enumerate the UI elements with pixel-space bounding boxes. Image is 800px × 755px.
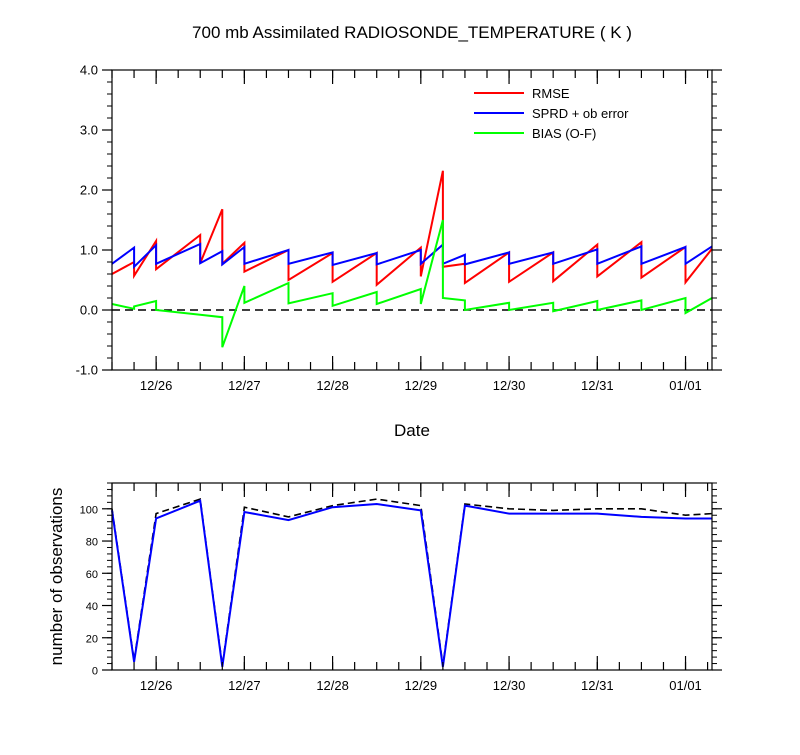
top-plot-frame (111, 69, 713, 371)
series-line-possible (111, 498, 713, 666)
x-tick-label: 12/26 (140, 678, 173, 693)
x-tick-label: 12/28 (316, 678, 349, 693)
y-tick-label: 0.0 (80, 303, 98, 318)
y-tick-label: 80 (86, 537, 98, 549)
legend-label: BIAS (O-F) (532, 126, 596, 141)
y-tick-label: 3.0 (80, 123, 98, 138)
x-tick-label: 12/26 (140, 378, 173, 393)
x-axis-title: Date (394, 421, 430, 440)
y-tick-label: 2.0 (80, 183, 98, 198)
x-tick-label: 12/29 (405, 378, 438, 393)
x-tick-label: 12/31 (581, 678, 614, 693)
x-tick-label: 12/29 (405, 678, 438, 693)
y-tick-label: 60 (86, 569, 98, 581)
y-tick-label: 40 (86, 601, 98, 613)
bottom-panel: 12/26 12/27 12/28 12/29 12/30 12/31 01/01 0 20 40… (47, 482, 722, 693)
chart-title: 700 mb Assimilated RADIOSONDE_TEMPERATUR… (192, 23, 632, 42)
y-tick-label: 20 (86, 633, 98, 645)
x-tick-label: 12/27 (228, 378, 261, 393)
x-tick-label: 12/28 (316, 378, 349, 393)
y-tick-label: 4.0 (80, 63, 98, 78)
top-axis-ticks: 12/26 12/27 12/28 12/29 12/30 12/31 01/01 -1.0 0… (76, 63, 722, 393)
x-tick-label: 12/30 (493, 378, 526, 393)
y-tick-label: 1.0 (80, 243, 98, 258)
y-axis-title-observations: number of observations (47, 488, 66, 666)
x-tick-label: 12/31 (581, 378, 614, 393)
legend-label: SPRD + ob error (532, 106, 629, 121)
series-line-bias-o-f (111, 219, 713, 348)
y-tick-label: 0 (92, 666, 98, 678)
bottom-plot-frame (111, 482, 713, 671)
y-tick-label: 100 (80, 504, 98, 516)
x-tick-label: 01/01 (669, 378, 702, 393)
bottom-axis-ticks: 12/26 12/27 12/28 12/29 12/30 12/31 01/01 0 20 40… (80, 482, 722, 693)
x-tick-label: 12/30 (493, 678, 526, 693)
series-line-sprd-ob-error (111, 242, 713, 270)
series-line-rmse (111, 170, 713, 287)
x-tick-label: 12/27 (228, 678, 261, 693)
top-panel: 700 mb Assimilated RADIOSONDE_TEMPERATUR… (76, 23, 722, 440)
legend-label: RMSE (532, 86, 570, 101)
x-tick-label: 01/01 (669, 678, 702, 693)
legend: RMSE SPRD + ob error BIAS (O-F) (474, 86, 629, 141)
bottom-series-group (111, 498, 713, 667)
top-series-group (111, 170, 713, 348)
y-tick-label: -1.0 (76, 363, 98, 378)
series-line-assimilated (111, 499, 712, 667)
